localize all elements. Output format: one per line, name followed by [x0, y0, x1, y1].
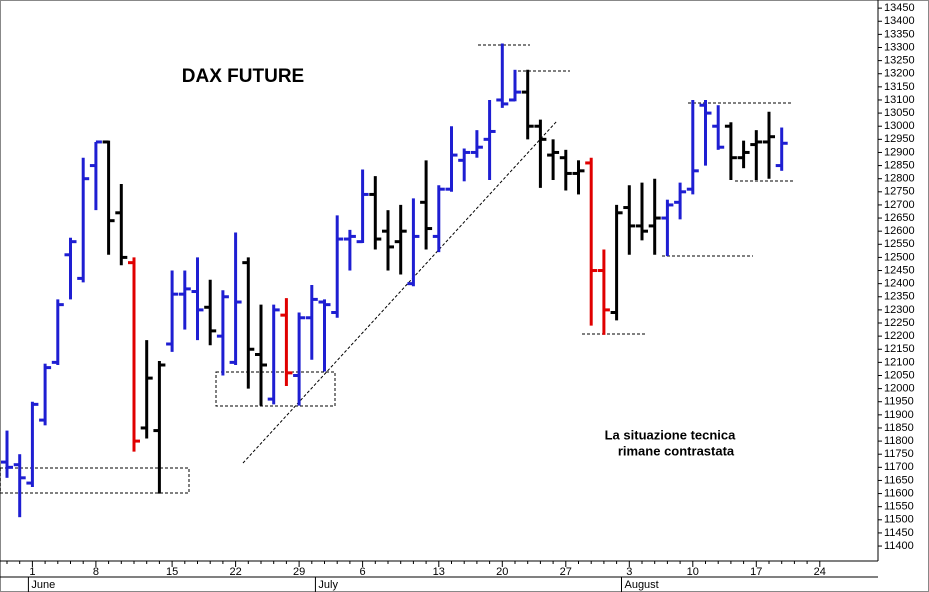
y-tick-label: 11950: [884, 396, 914, 408]
y-tick-label: 11750: [884, 448, 914, 460]
y-tick-label: 11800: [884, 435, 914, 447]
x-tick-label: 8: [93, 566, 99, 578]
y-tick-label: 11700: [884, 461, 914, 473]
y-tick-label: 12950: [884, 133, 915, 145]
annotation-text: rimane contrastata: [618, 443, 735, 458]
y-tick-label: 12400: [884, 278, 915, 290]
y-tick-label: 13450: [884, 2, 915, 14]
x-tick-label: 27: [560, 566, 572, 578]
x-tick-label: 3: [626, 566, 632, 578]
y-tick-label: 12300: [884, 304, 915, 316]
y-tick-label: 11500: [884, 514, 914, 526]
y-tick-label: 12450: [884, 264, 915, 276]
y-tick-label: 12700: [884, 199, 915, 211]
y-tick-label: 12800: [884, 173, 915, 185]
month-label: July: [318, 579, 338, 591]
zone-box: [0, 467, 190, 494]
y-tick-label: 11450: [884, 527, 914, 539]
y-tick-label: 11850: [884, 422, 914, 434]
x-tick-label: 22: [229, 566, 241, 578]
y-tick-label: 12550: [884, 238, 915, 250]
y-tick-label: 12750: [884, 186, 915, 198]
zone-box: [215, 371, 336, 407]
y-tick-label: 11900: [884, 409, 914, 421]
x-tick-label: 10: [687, 566, 699, 578]
y-tick-label: 13350: [884, 28, 915, 40]
y-tick-label: 11400: [884, 540, 914, 552]
y-tick-label: 13250: [884, 55, 915, 67]
month-label: August: [624, 579, 658, 591]
y-tick-label: 12000: [884, 383, 915, 395]
x-tick-label: 1: [29, 566, 35, 578]
y-tick-label: 12900: [884, 146, 915, 158]
y-tick-label: 12050: [884, 369, 915, 381]
x-tick-label: 17: [750, 566, 762, 578]
y-tick-label: 12600: [884, 225, 915, 237]
annotations: [0, 44, 793, 494]
x-tick-label: 13: [433, 566, 445, 578]
x-tick-label: 20: [496, 566, 508, 578]
y-tick-label: 13300: [884, 41, 915, 53]
y-tick-label: 12100: [884, 356, 915, 368]
x-tick-label: 24: [814, 566, 826, 578]
y-tick-label: 13000: [884, 120, 915, 132]
y-tick-label: 13150: [884, 81, 915, 93]
y-tick-label: 12350: [884, 291, 915, 303]
y-tick-label: 13400: [884, 15, 915, 27]
x-tick-label: 29: [293, 566, 305, 578]
y-tick-label: 13050: [884, 107, 915, 119]
y-tick-label: 11550: [884, 501, 914, 513]
trend-line: [242, 120, 558, 464]
y-tick-label: 12200: [884, 330, 915, 342]
chart-title: DAX FUTURE: [182, 66, 304, 87]
y-tick-label: 12850: [884, 159, 915, 171]
annotation-text: La situazione tecnica: [605, 427, 737, 442]
y-tick-label: 12500: [884, 251, 915, 263]
y-tick-label: 12150: [884, 343, 915, 355]
x-tick-label: 6: [360, 566, 366, 578]
y-tick-label: 12250: [884, 317, 915, 329]
month-label: June: [31, 579, 55, 591]
y-tick-label: 13200: [884, 68, 915, 80]
y-tick-label: 11650: [884, 474, 914, 486]
y-tick-label: 11600: [884, 487, 914, 499]
y-tick-label: 13100: [884, 94, 915, 106]
x-tick-label: 15: [166, 566, 178, 578]
y-tick-label: 12650: [884, 212, 915, 224]
